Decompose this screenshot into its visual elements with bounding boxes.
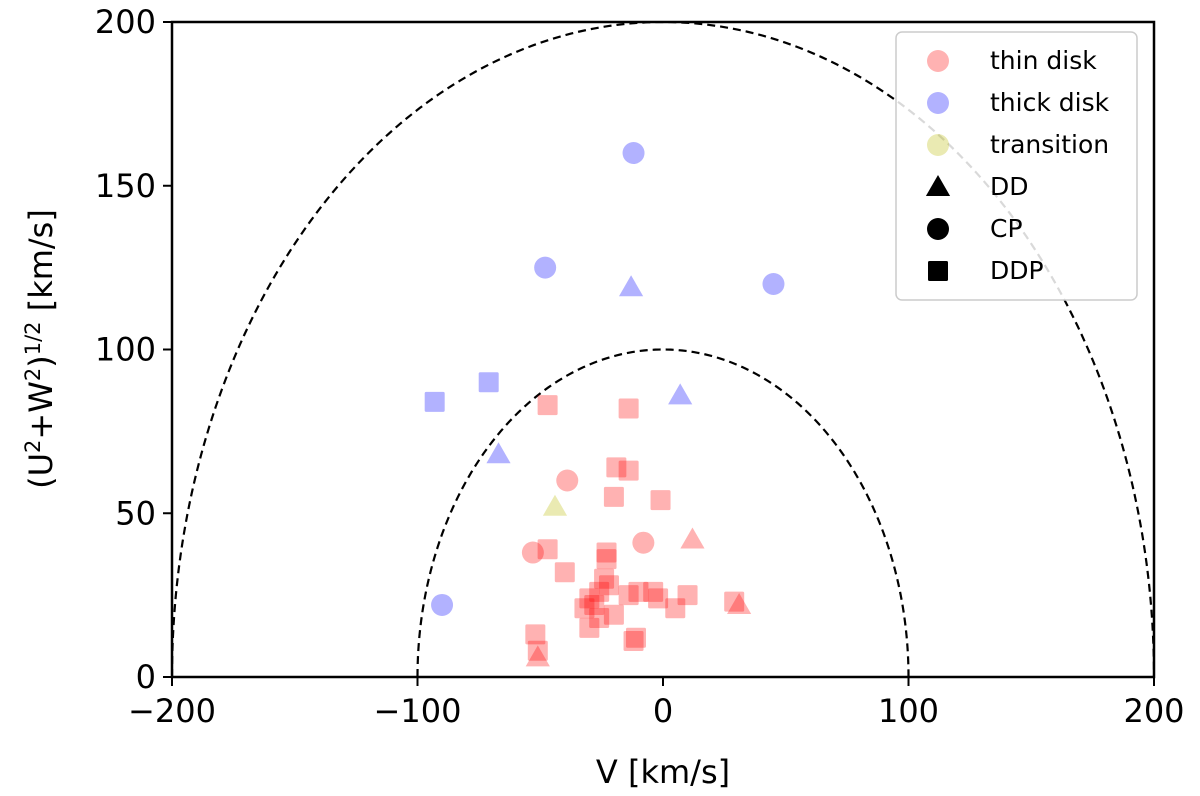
data-point-thick-disk-cp — [431, 593, 454, 616]
x-tick-label: 100 — [878, 692, 939, 730]
y-tick-label: 200 — [95, 3, 156, 41]
y-tick-label: 50 — [115, 494, 156, 532]
legend-marker-thin-disk — [927, 50, 949, 72]
data-point-thick-disk-cp — [622, 142, 645, 164]
data-point-thin-disk-ddp — [574, 598, 595, 619]
data-point-thin-disk-ddp — [618, 398, 639, 419]
data-point-thin-disk-dd — [680, 527, 705, 549]
data-point-thin-disk-ddp — [527, 640, 548, 661]
data-point-thin-disk-ddp — [625, 627, 646, 648]
data-point-thin-disk-dd — [525, 645, 550, 667]
legend-label-thin-disk: thin disk — [990, 46, 1097, 75]
boundary-curves — [172, 22, 1154, 677]
legend-markers — [925, 50, 951, 281]
data-point-thick-disk-dd — [668, 383, 693, 405]
data-point-thin-disk-ddp — [596, 549, 617, 570]
data-point-thin-disk-ddp — [537, 539, 558, 560]
data-point-thin-disk-ddp — [618, 460, 639, 481]
legend-label-cp: CP — [990, 214, 1023, 243]
data-point-thin-disk-ddp — [606, 457, 627, 478]
data-point-thin-disk-ddp — [643, 581, 664, 602]
legend-label-ddp: DDP — [990, 256, 1044, 285]
data-point-thin-disk-ddp — [554, 562, 575, 583]
y-tick-label: 0 — [136, 658, 156, 696]
data-point-thin-disk-ddp — [665, 598, 686, 619]
data-point-thin-disk-ddp — [623, 630, 644, 651]
boundary-curve-100 — [416, 348, 910, 677]
y-axis-title: (U2+W2)1/2 [km/s] — [21, 209, 60, 489]
legend-marker-ddp — [928, 261, 948, 281]
data-point-thin-disk-ddp — [628, 581, 649, 602]
data-point-thick-disk-cp — [534, 256, 557, 279]
data-point-thin-disk-ddp — [525, 624, 546, 645]
data-point-thin-disk-ddp — [584, 594, 605, 615]
y-axis: 0 50 100 150 200 — [95, 3, 172, 696]
legend-box — [895, 31, 1138, 301]
x-tick-label: 0 — [653, 692, 673, 730]
data-point-thin-disk-ddp — [603, 486, 624, 507]
y-tick-label: 100 — [95, 331, 156, 369]
legend-marker-cp — [927, 218, 949, 240]
data-point-thin-disk-cp — [521, 541, 544, 564]
data-point-thin-disk-ddp — [598, 575, 619, 596]
data-point-thin-disk-cp — [556, 469, 579, 492]
x-axis: −200 −100 0 100 200 — [128, 677, 1185, 730]
data-point-thick-disk-ddp — [424, 391, 445, 412]
data-point-thin-disk-cp — [632, 531, 655, 554]
legend-marker-thick-disk — [927, 92, 949, 114]
legend-label-transition: transition — [990, 130, 1109, 159]
data-point-thick-disk-cp — [762, 273, 785, 295]
x-tick-label: −200 — [128, 692, 216, 730]
legend-label-thick-disk: thick disk — [990, 88, 1110, 117]
y-tick-label: 150 — [95, 167, 156, 205]
data-point-thin-disk-ddp — [677, 585, 698, 606]
x-axis-title: V [km/s] — [596, 753, 730, 791]
data-point-thin-disk-ddp — [618, 585, 639, 606]
data-point-thin-disk-ddp — [537, 395, 558, 416]
legend-marker-transition — [927, 134, 949, 156]
data-point-thick-disk-dd — [486, 442, 511, 464]
x-tick-label: −100 — [374, 692, 462, 730]
legend-marker-dd — [925, 175, 951, 196]
data-point-thin-disk-ddp — [579, 617, 600, 638]
boundary-curve-200 — [172, 22, 1154, 677]
legend: thin disk thick disk transition DD CP DD… — [895, 31, 1138, 301]
data-point-thin-disk-ddp — [589, 608, 610, 629]
data-point-thin-disk-ddp — [648, 588, 669, 609]
data-point-thick-disk-dd — [618, 275, 644, 297]
data-point-thin-disk-ddp — [589, 581, 610, 602]
data-points — [424, 142, 785, 667]
data-point-thin-disk-ddp — [579, 588, 600, 609]
data-point-thin-disk-dd — [727, 592, 752, 614]
x-tick-label: 200 — [1123, 692, 1184, 730]
data-point-thick-disk-ddp — [478, 372, 499, 393]
data-point-thin-disk-ddp — [650, 490, 671, 511]
data-point-thin-disk-ddp — [603, 604, 624, 625]
data-point-thin-disk-ddp — [596, 542, 617, 563]
legend-label-dd: DD — [990, 172, 1029, 201]
data-point-thin-disk-ddp — [594, 568, 615, 589]
data-point-transition-dd — [542, 494, 568, 516]
data-point-thin-disk-ddp — [724, 591, 745, 612]
